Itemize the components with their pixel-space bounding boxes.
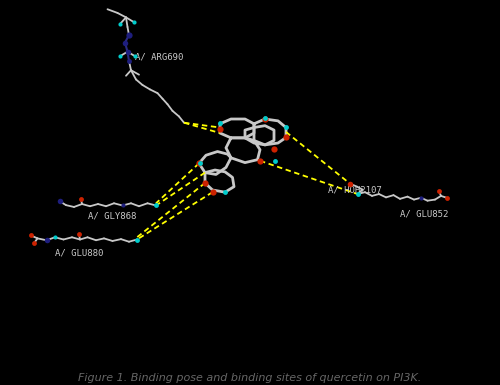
Text: A/ ARG690: A/ ARG690: [135, 53, 184, 62]
Text: A/ GLU880: A/ GLU880: [55, 249, 104, 258]
Text: A/ GLU852: A/ GLU852: [400, 210, 448, 219]
Text: A/ GLY868: A/ GLY868: [88, 212, 136, 221]
Text: Figure 1. Binding pose and binding sites of quercetin on PI3K.: Figure 1. Binding pose and binding sites…: [78, 373, 422, 383]
Text: A/ HOH2107: A/ HOH2107: [328, 186, 382, 195]
